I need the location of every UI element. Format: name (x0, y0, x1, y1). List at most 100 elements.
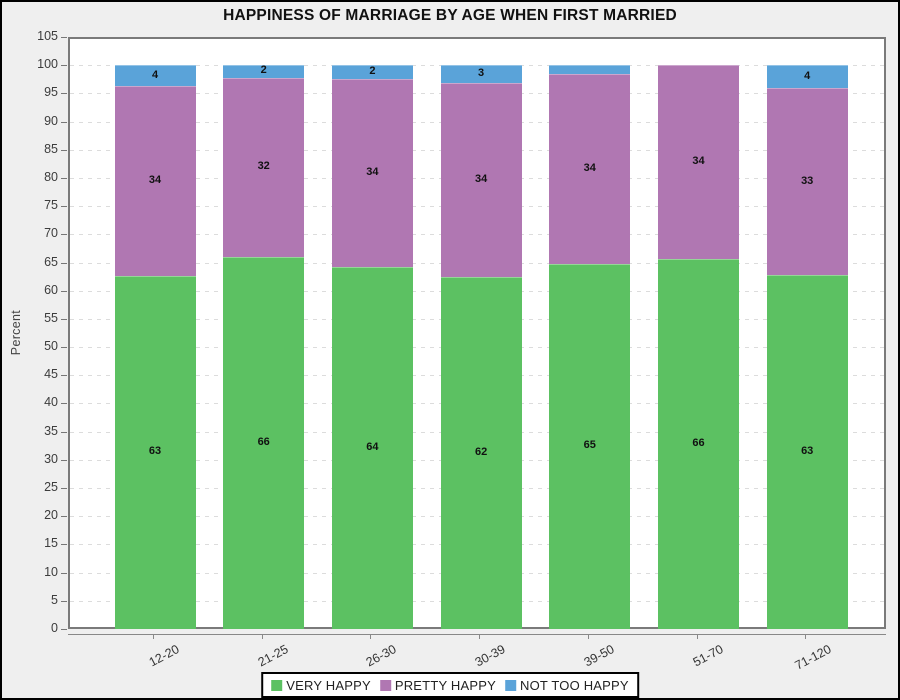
y-tick-mark (61, 516, 67, 518)
y-tick-mark (61, 459, 67, 461)
y-tick-label: 40 (44, 395, 58, 410)
chart-title: HAPPINESS OF MARRIAGE BY AGE WHEN FIRST … (223, 7, 677, 24)
bar-segment-pretty-happy: 34 (440, 83, 522, 277)
bar-segment-pretty-happy: 34 (114, 86, 196, 276)
bar-value-label: 34 (474, 172, 488, 185)
bar-segment-pretty-happy: 32 (223, 77, 305, 257)
y-tick-mark (61, 572, 67, 574)
y-tick-mark (61, 234, 67, 236)
legend-swatch-icon (271, 679, 283, 691)
y-tick-label: 50 (44, 339, 58, 354)
bar-segment-very-happy: 64 (331, 267, 413, 629)
x-tick-mark (479, 634, 481, 639)
bar-value-label: 34 (366, 165, 379, 178)
y-tick-mark (61, 93, 67, 95)
x-tick-mark (805, 634, 807, 639)
y-tick-mark (61, 403, 67, 405)
legend-label: PRETTY HAPPY (394, 677, 496, 693)
bar-segment-pretty-happy: 33 (766, 88, 848, 275)
bar-value-label: 32 (257, 160, 270, 173)
y-tick-mark (61, 544, 67, 546)
bar-segment-not-too-happy: 2 (223, 64, 305, 78)
bar-value-label: 64 (366, 441, 379, 454)
bar-segment-very-happy: 65 (549, 263, 631, 629)
bar-value-label: 4 (151, 68, 159, 81)
y-tick-mark (61, 488, 67, 490)
y-tick-label: 80 (44, 169, 58, 184)
bar-segment-very-happy: 66 (223, 256, 305, 629)
x-tick-mark (153, 634, 154, 639)
bar-segment-pretty-happy: 34 (658, 65, 739, 260)
bar-segment-pretty-happy: 34 (331, 78, 413, 268)
x-axis-line (68, 634, 886, 635)
y-tick-mark (61, 206, 67, 208)
y-tick-label: 15 (44, 536, 58, 551)
y-tick-mark (61, 375, 67, 377)
y-tick-label: 25 (44, 480, 58, 495)
x-tick-mark (696, 634, 698, 639)
bar-segment-very-happy: 66 (658, 259, 739, 629)
legend-item-pretty-happy: PRETTY HAPPY (379, 677, 496, 693)
bar-value-label: 66 (257, 435, 270, 448)
bar-segment-not-too-happy: 2 (331, 64, 413, 79)
y-tick-label: 35 (44, 423, 58, 438)
bar-segment-not-too-happy: 4 (114, 65, 196, 87)
y-tick-mark (61, 318, 67, 320)
y-tick-label: 100 (37, 57, 58, 72)
y-tick-label: 90 (44, 113, 58, 128)
bar-segment-very-happy: 62 (440, 276, 522, 629)
bar-value-label: 66 (692, 437, 705, 450)
y-tick-mark (61, 262, 67, 264)
legend: VERY HAPPY PRETTY HAPPY NOT TOO HAPPY (261, 672, 639, 698)
x-tick-mark (587, 634, 589, 639)
y-tick-label: 60 (44, 282, 58, 297)
bar-segment-not-too-happy (549, 65, 631, 75)
bar-value-label: 3 (478, 67, 485, 80)
y-tick-label: 55 (44, 310, 58, 325)
x-tick-label: 12-20 (146, 642, 182, 670)
bar-segment-very-happy: 63 (114, 275, 196, 629)
bar-value-label: 2 (369, 64, 376, 77)
bar-value-label: 63 (801, 444, 814, 457)
y-tick-label: 0 (51, 621, 58, 635)
legend-item-very-happy: VERY HAPPY (271, 678, 371, 693)
x-tick-mark (261, 634, 263, 639)
y-tick-label: 65 (44, 254, 58, 269)
bar-value-label: 33 (801, 174, 814, 187)
y-tick-mark (61, 177, 67, 179)
bar-segment-very-happy: 63 (766, 274, 848, 629)
y-tick-label: 30 (44, 451, 58, 466)
y-tick-label: 70 (44, 226, 58, 241)
legend-item-not-too-happy: NOT TOO HAPPY (504, 678, 629, 693)
y-tick-label: 95 (44, 85, 58, 100)
bar-value-label: 34 (583, 161, 596, 174)
bar-segment-pretty-happy: 34 (549, 74, 631, 264)
bar-segment-not-too-happy: 4 (766, 65, 848, 89)
bar-value-label: 34 (692, 155, 705, 168)
legend-swatch-icon (379, 679, 391, 691)
legend-swatch-icon (504, 679, 516, 691)
bar-value-label: 65 (583, 439, 596, 452)
y-tick-mark (61, 290, 67, 292)
y-tick-label: 45 (44, 367, 58, 382)
y-tick-label: 10 (44, 564, 58, 579)
y-tick-mark (61, 629, 67, 630)
bar-value-label: 4 (804, 69, 811, 82)
plot-area: 63 34 4 66 32 2 64 34 2 62 34 3 65 34 66 34 63 33 4 (68, 37, 886, 629)
y-tick-label: 20 (44, 508, 58, 523)
y-tick-mark (61, 600, 67, 602)
bar-value-label: 62 (474, 445, 488, 458)
y-tick-mark (61, 431, 67, 433)
bar-value-label: 2 (260, 64, 267, 77)
x-tick-mark (370, 634, 372, 639)
y-tick-label: 5 (51, 592, 58, 607)
y-tick-mark (61, 65, 67, 67)
bar-segment-not-too-happy: 3 (440, 65, 522, 84)
y-tick-mark (61, 149, 67, 151)
x-tick-label: 71-120 (792, 642, 834, 673)
bar-value-label: 34 (148, 173, 162, 186)
y-tick-label: 75 (44, 198, 58, 213)
y-tick-mark (61, 347, 67, 349)
y-tick-label: 105 (37, 29, 58, 43)
